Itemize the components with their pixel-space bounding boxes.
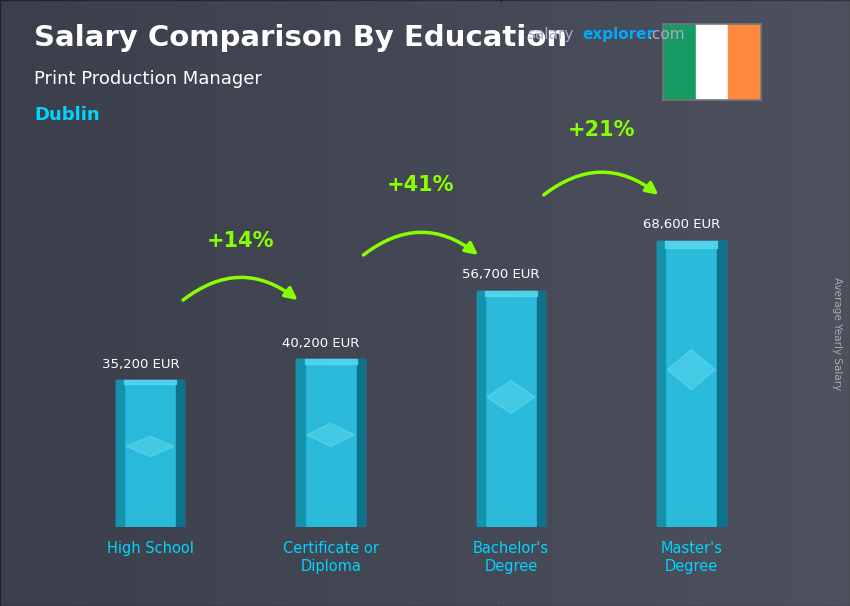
Bar <box>537 290 545 527</box>
Bar <box>297 359 304 527</box>
Bar <box>124 381 176 384</box>
Bar <box>657 241 666 527</box>
Bar <box>477 290 545 527</box>
Polygon shape <box>126 436 174 457</box>
Polygon shape <box>667 350 716 390</box>
Text: 68,600 EUR: 68,600 EUR <box>643 218 720 231</box>
Bar <box>477 290 484 527</box>
Text: Average Yearly Salary: Average Yearly Salary <box>832 277 842 390</box>
Text: explorer: explorer <box>582 27 654 42</box>
Bar <box>663 24 695 100</box>
Text: Dublin: Dublin <box>34 106 99 124</box>
Text: +41%: +41% <box>387 175 455 195</box>
Bar <box>666 241 717 248</box>
Text: Print Production Manager: Print Production Manager <box>34 70 262 88</box>
Bar <box>176 381 184 527</box>
Text: 40,200 EUR: 40,200 EUR <box>282 337 360 350</box>
Polygon shape <box>487 381 535 414</box>
Bar <box>695 24 728 100</box>
Text: +21%: +21% <box>567 120 635 140</box>
Text: 35,200 EUR: 35,200 EUR <box>101 358 179 371</box>
Bar <box>357 359 365 527</box>
Bar <box>297 359 365 527</box>
Text: 56,700 EUR: 56,700 EUR <box>462 268 540 281</box>
Bar <box>657 241 726 527</box>
Bar <box>116 381 184 527</box>
Bar <box>484 290 537 296</box>
Bar <box>304 359 357 364</box>
Bar <box>717 241 726 527</box>
Text: salary: salary <box>527 27 574 42</box>
Bar <box>728 24 761 100</box>
Text: Salary Comparison By Education: Salary Comparison By Education <box>34 24 567 52</box>
Polygon shape <box>307 423 354 447</box>
Text: .com: .com <box>648 27 685 42</box>
Text: +14%: +14% <box>207 231 275 251</box>
Bar <box>116 381 124 527</box>
